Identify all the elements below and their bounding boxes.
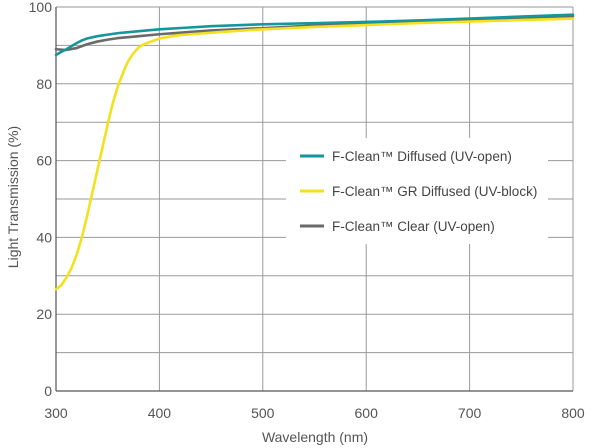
legend-background: [286, 138, 548, 244]
x-tick-label: 700: [458, 405, 482, 421]
series-line-0: [54, 13, 575, 57]
axes: [55, 7, 573, 392]
x-tick-label: 300: [44, 405, 68, 421]
y-tick-label: 100: [29, 0, 53, 15]
y-tick-label: 40: [36, 229, 52, 245]
x-tick-label: 600: [355, 405, 379, 421]
legend: F-Clean™ Diffused (UV-open) F-Clean™ GR D…: [286, 138, 548, 244]
y-tick-label: 80: [36, 76, 52, 92]
y-tick-label: 0: [44, 383, 52, 399]
x-tick-label: 500: [251, 405, 275, 421]
x-tick-label: 400: [148, 405, 172, 421]
y-axis-title: Light Transmission (%): [5, 126, 21, 268]
legend-label-0: F-Clean™ Diffused (UV-open): [332, 149, 512, 164]
legend-label-1: F-Clean™ GR Diffused (UV-block): [332, 184, 537, 199]
tick-labels: 300 400 500 600 700 800 0 20 40 60 80 100: [29, 0, 585, 421]
y-tick-label: 20: [36, 306, 52, 322]
x-tick-label: 800: [561, 405, 585, 421]
y-tick-label: 60: [36, 153, 52, 169]
series-line-1: [54, 17, 575, 291]
legend-label-2: F-Clean™ Clear (UV-open): [332, 219, 495, 234]
series-lines: [54, 13, 575, 291]
x-axis-title: Wavelength (nm): [262, 429, 368, 445]
